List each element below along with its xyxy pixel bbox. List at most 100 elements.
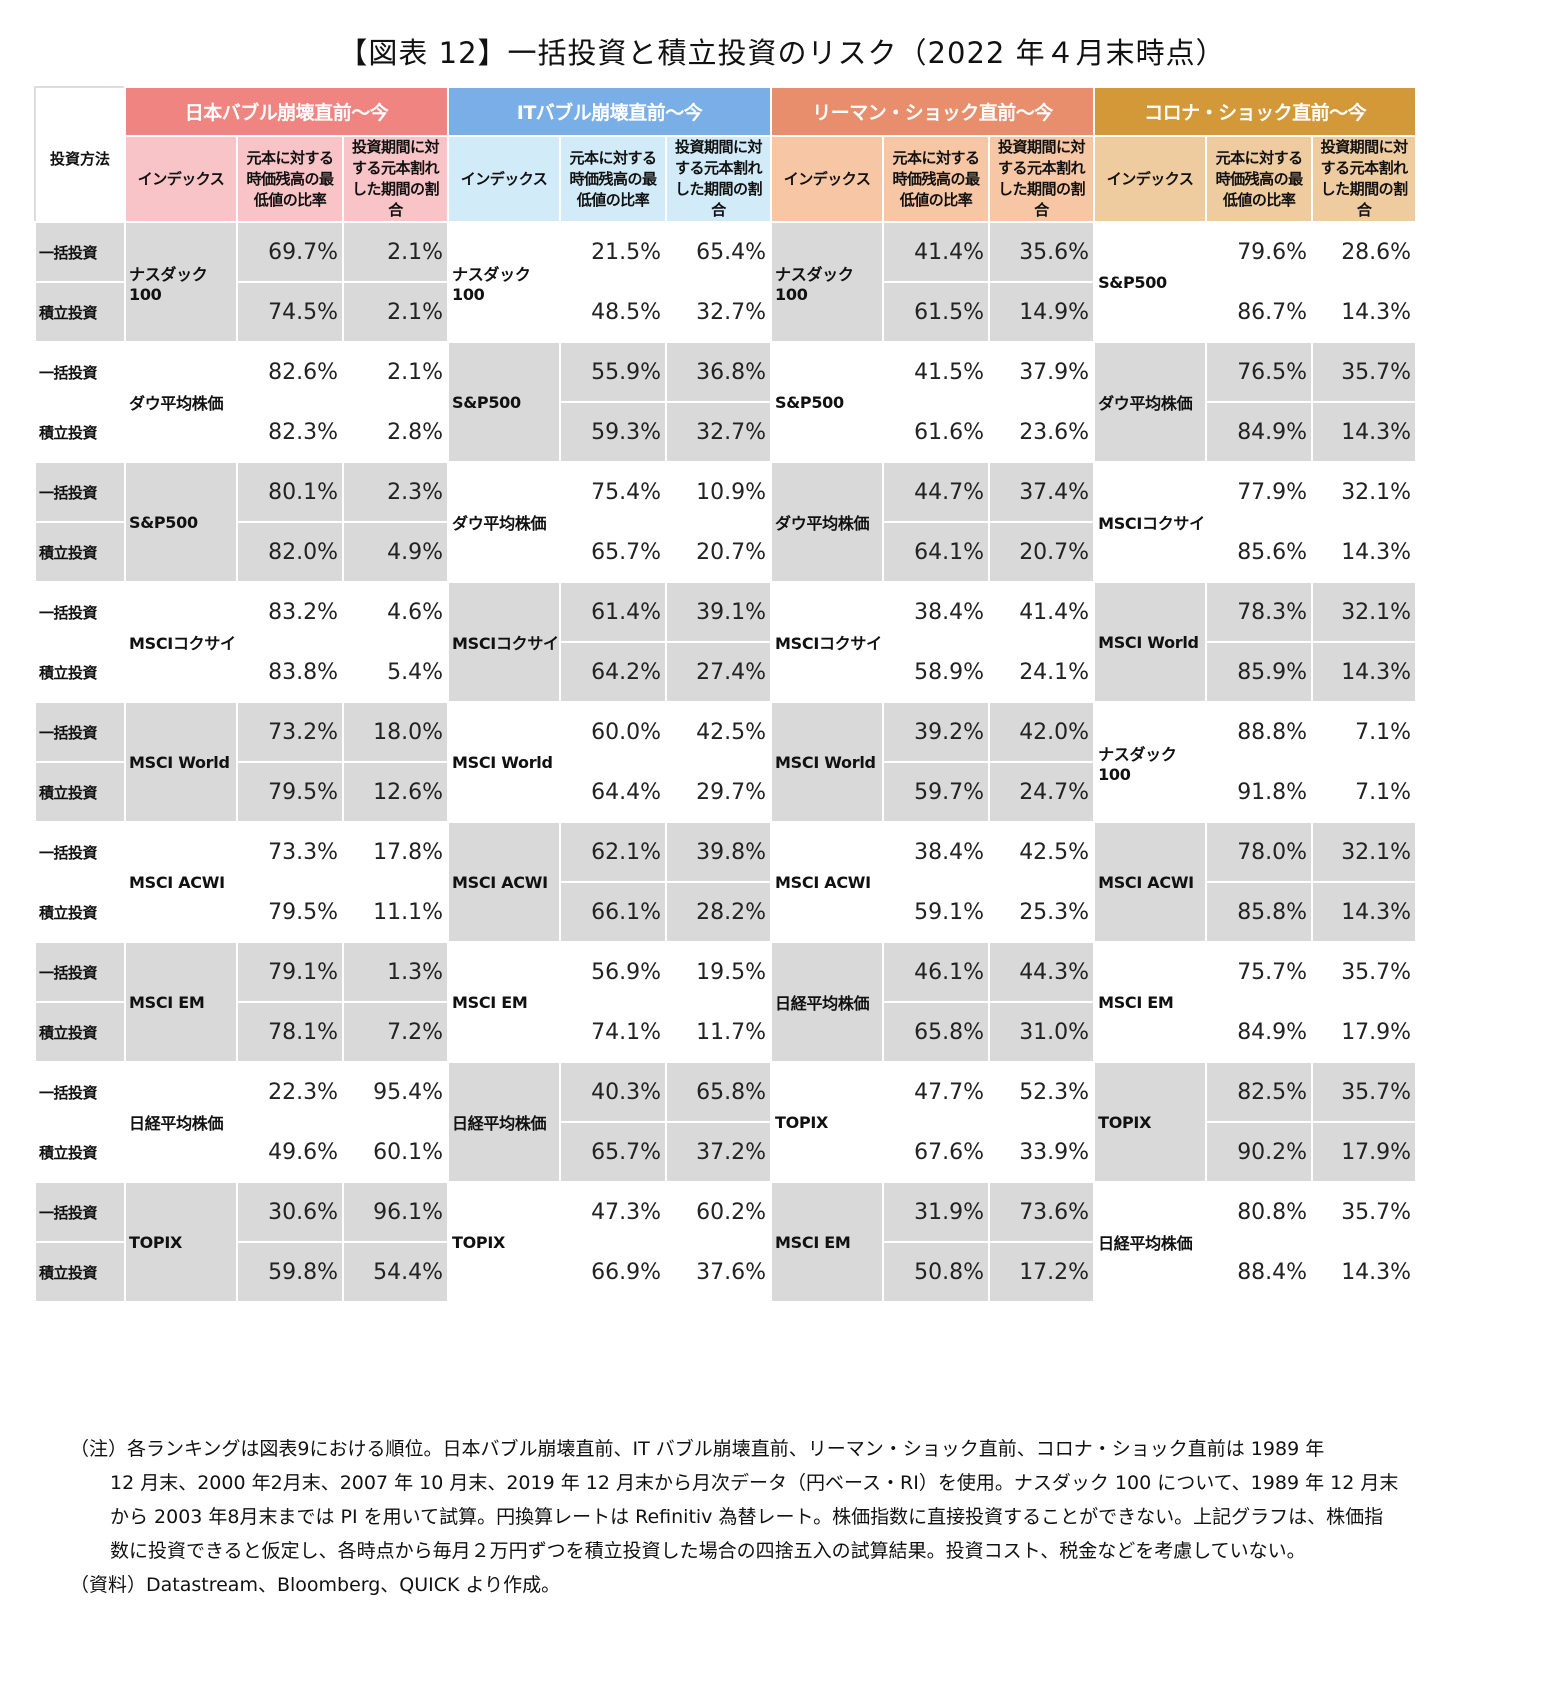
method-lump-sum: 一括投資: [34, 461, 126, 523]
table-row: 積立投資 74.5% 2.1% 48.5% 32.7% 61.5% 14.9% 86.7% 14…: [34, 281, 1418, 343]
index-name: MSCIコクサイ: [1093, 461, 1208, 583]
method-dca: 積立投資: [34, 521, 126, 583]
min-ratio-value: 86.7%: [1205, 281, 1314, 343]
loss-period-value: 35.6%: [988, 221, 1096, 283]
loss-period-value: 2.1%: [341, 281, 450, 343]
index-name: TOPIX: [770, 1061, 885, 1183]
min-ratio-value: 49.6%: [236, 1121, 344, 1183]
loss-period-value: 27.4%: [665, 641, 773, 703]
min-ratio-value: 47.7%: [882, 1061, 991, 1123]
index-name: MSCI EM: [447, 941, 562, 1063]
loss-period-value: 4.6%: [341, 581, 450, 643]
index-name: MSCI World: [1093, 581, 1208, 703]
loss-period-value: 32.1%: [1311, 581, 1418, 643]
loss-period-value: 11.1%: [341, 881, 450, 943]
index-column-header: インデックス: [1093, 135, 1208, 223]
index-name: MSCI EM: [124, 941, 238, 1063]
index-name: ナスダック100: [1093, 701, 1208, 823]
index-name: MSCIコクサイ: [770, 581, 885, 703]
loss-period-value: 35.7%: [1311, 941, 1418, 1003]
loss-period-value: 52.3%: [988, 1061, 1096, 1123]
loss-period-value: 14.3%: [1311, 281, 1418, 343]
loss-period-value: 14.3%: [1311, 521, 1418, 583]
loss-period-value: 41.4%: [988, 581, 1096, 643]
loss-period-value: 32.1%: [1311, 821, 1418, 883]
index-column-header: インデックス: [124, 135, 238, 223]
min-ratio-value: 59.1%: [882, 881, 991, 943]
method-lump-sum: 一括投資: [34, 1181, 126, 1243]
risk-table: 投資方法 日本バブル崩壊直前～今 ITバブル崩壊直前～今 リーマン・ショック直前～今コ…: [34, 86, 1418, 1303]
min-ratio-value: 85.8%: [1205, 881, 1314, 943]
loss-period-value: 12.6%: [341, 761, 450, 823]
min-ratio-value: 21.5%: [559, 221, 668, 283]
min-ratio-value: 60.0%: [559, 701, 668, 763]
min-ratio-column-header: 元本に対する時価残高の最低値の比率: [882, 135, 991, 223]
min-ratio-value: 47.3%: [559, 1181, 668, 1243]
index-name: ダウ平均株価: [770, 461, 885, 583]
min-ratio-value: 73.2%: [236, 701, 344, 763]
min-ratio-value: 46.1%: [882, 941, 991, 1003]
loss-period-column-header: 投資期間に対する元本割れした期間の割合: [988, 135, 1096, 223]
min-ratio-value: 83.8%: [236, 641, 344, 703]
footnotes: （注）各ランキングは図表9における順位。日本バブル崩壊直前、IT バブル崩壊直前…: [70, 1432, 1400, 1602]
min-ratio-value: 39.2%: [882, 701, 991, 763]
index-name: ナスダック100: [770, 221, 885, 343]
table-row: 積立投資 49.6% 60.1% 65.7% 37.2% 67.6% 33.9% 90.2% 1…: [34, 1121, 1418, 1183]
index-name: MSCIコクサイ: [447, 581, 562, 703]
table-row: 積立投資 82.3% 2.8% 59.3% 32.7% 61.6% 23.6% 84.9% 14…: [34, 401, 1418, 463]
min-ratio-value: 66.9%: [559, 1241, 668, 1303]
loss-period-value: 36.8%: [665, 341, 773, 403]
table-row: 積立投資 59.8% 54.4% 66.9% 37.6% 50.8% 17.2% 88.4% 1…: [34, 1241, 1418, 1303]
period-header-1: ITバブル崩壊直前～今: [447, 86, 773, 137]
min-ratio-value: 73.3%: [236, 821, 344, 883]
min-ratio-value: 88.4%: [1205, 1241, 1314, 1303]
index-name: ダウ平均株価: [447, 461, 562, 583]
loss-period-value: 35.7%: [1311, 341, 1418, 403]
loss-period-value: 14.3%: [1311, 881, 1418, 943]
loss-period-value: 54.4%: [341, 1241, 450, 1303]
loss-period-column-header: 投資期間に対する元本割れした期間の割合: [341, 135, 450, 223]
loss-period-value: 24.7%: [988, 761, 1096, 823]
index-name: MSCI ACWI: [1093, 821, 1208, 943]
method-dca: 積立投資: [34, 281, 126, 343]
min-ratio-value: 64.4%: [559, 761, 668, 823]
loss-period-value: 7.2%: [341, 1001, 450, 1063]
loss-period-value: 33.9%: [988, 1121, 1096, 1183]
table-row: 一括投資 MSCI EM 79.1% 1.3% MSCI EM 56.9% 19.5% 日経平…: [34, 941, 1418, 1063]
loss-period-value: 96.1%: [341, 1181, 450, 1243]
min-ratio-value: 61.6%: [882, 401, 991, 463]
source-note: （資料）Datastream、Bloomberg、QUICK より作成。: [70, 1574, 561, 1596]
loss-period-value: 2.1%: [341, 221, 450, 283]
index-name: MSCIコクサイ: [124, 581, 238, 703]
min-ratio-value: 38.4%: [882, 581, 991, 643]
min-ratio-value: 55.9%: [559, 341, 668, 403]
loss-period-value: 23.6%: [988, 401, 1096, 463]
min-ratio-value: 79.1%: [236, 941, 344, 1003]
loss-period-value: 2.8%: [341, 401, 450, 463]
loss-period-value: 37.6%: [665, 1241, 773, 1303]
loss-period-value: 73.6%: [988, 1181, 1096, 1243]
loss-period-value: 29.7%: [665, 761, 773, 823]
method-dca: 積立投資: [34, 1001, 126, 1063]
min-ratio-value: 78.0%: [1205, 821, 1314, 883]
method-lump-sum: 一括投資: [34, 221, 126, 283]
min-ratio-value: 64.1%: [882, 521, 991, 583]
min-ratio-value: 48.5%: [559, 281, 668, 343]
index-name: 日経平均株価: [770, 941, 885, 1063]
min-ratio-value: 31.9%: [882, 1181, 991, 1243]
min-ratio-value: 80.8%: [1205, 1181, 1314, 1243]
table-row: 積立投資 82.0% 4.9% 65.7% 20.7% 64.1% 20.7% 85.6% 14…: [34, 521, 1418, 583]
loss-period-value: 35.7%: [1311, 1061, 1418, 1123]
index-name: MSCI World: [124, 701, 238, 823]
index-name: MSCI EM: [770, 1181, 885, 1303]
min-ratio-value: 59.3%: [559, 401, 668, 463]
loss-period-value: 39.8%: [665, 821, 773, 883]
loss-period-value: 2.3%: [341, 461, 450, 523]
min-ratio-value: 84.9%: [1205, 401, 1314, 463]
method-lump-sum: 一括投資: [34, 701, 126, 763]
min-ratio-value: 82.6%: [236, 341, 344, 403]
min-ratio-value: 74.1%: [559, 1001, 668, 1063]
min-ratio-value: 62.1%: [559, 821, 668, 883]
min-ratio-value: 64.2%: [559, 641, 668, 703]
min-ratio-value: 30.6%: [236, 1181, 344, 1243]
